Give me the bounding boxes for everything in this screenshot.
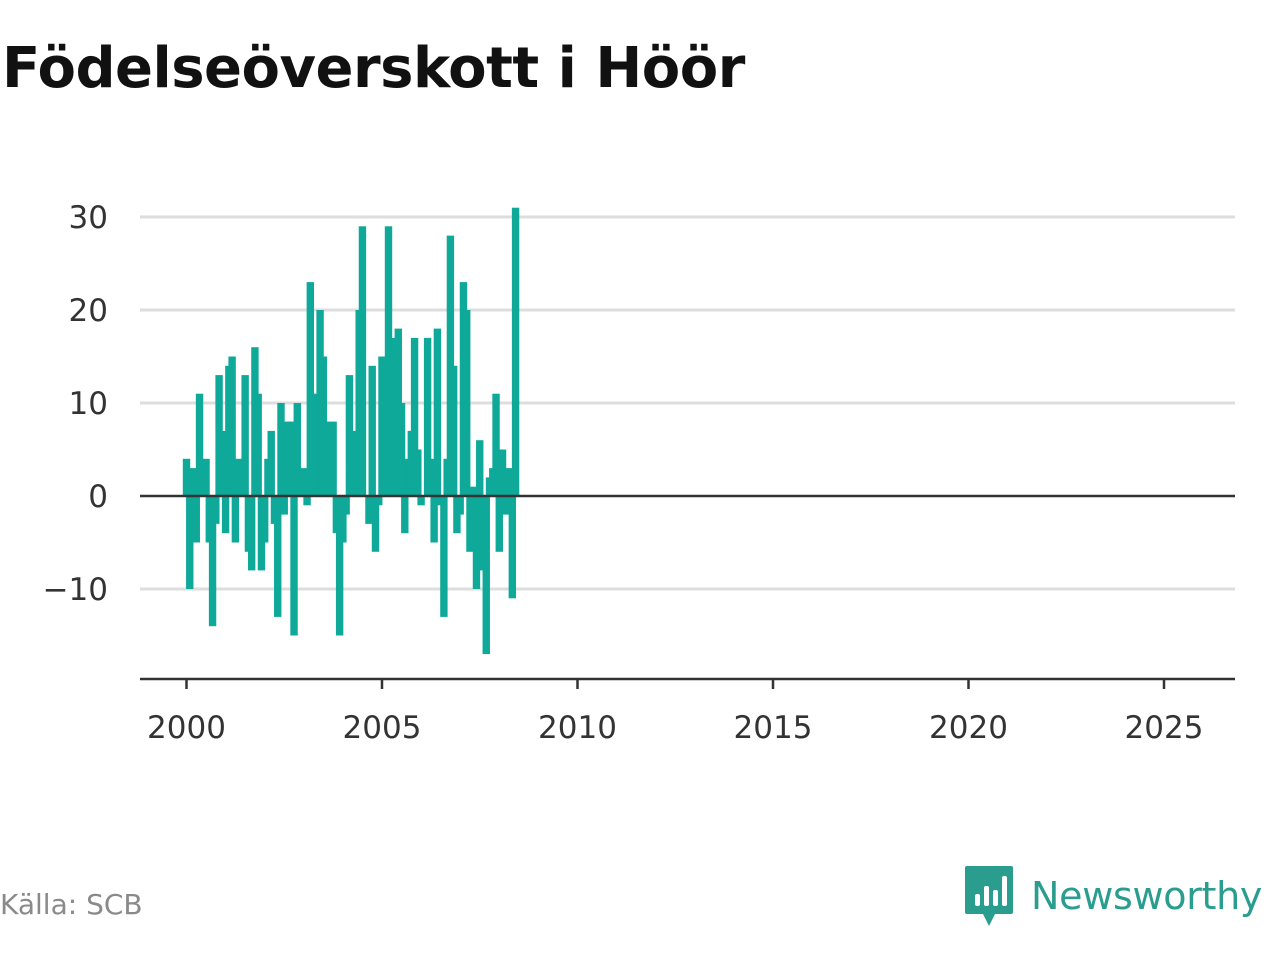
newsworthy-logo-icon	[965, 866, 1013, 926]
bar	[182, 458, 191, 496]
bar	[365, 496, 373, 524]
bar	[260, 496, 269, 543]
bar	[505, 468, 513, 496]
bar	[202, 458, 210, 496]
bar	[254, 393, 262, 496]
bar	[322, 421, 331, 496]
y-axis: 30 20 10 0 −10	[43, 200, 108, 608]
bar	[303, 496, 311, 506]
x-tick-label: 2010	[538, 710, 617, 746]
y-tick-label: 30	[69, 200, 108, 236]
bar	[186, 496, 194, 589]
bar	[463, 310, 471, 496]
bar	[306, 282, 315, 496]
bar	[192, 496, 200, 543]
bar	[482, 496, 490, 655]
bar	[274, 496, 282, 617]
x-tick-label: 2005	[343, 710, 422, 746]
bar	[221, 496, 230, 534]
bar	[234, 458, 243, 496]
bar	[466, 496, 474, 552]
bar	[208, 496, 217, 627]
bar	[375, 496, 383, 506]
bar	[329, 421, 337, 496]
bars	[182, 207, 520, 655]
y-tick-label: −10	[43, 572, 108, 608]
y-tick-label: 0	[88, 479, 108, 515]
bar	[267, 430, 275, 496]
brand-name: Newsworthy	[1031, 874, 1263, 918]
bar	[212, 496, 220, 524]
bar	[449, 365, 458, 496]
x-axis: 2000 2005 2010 2015 2020 2025	[140, 677, 1235, 746]
bar	[358, 226, 367, 497]
bar	[218, 430, 227, 496]
bar	[335, 496, 344, 636]
x-tick-label: 2025	[1125, 710, 1204, 746]
y-tick-label: 10	[69, 386, 108, 422]
bar	[300, 468, 308, 496]
x-tick-label: 2000	[147, 710, 226, 746]
bar	[368, 365, 376, 496]
bar	[511, 207, 520, 496]
bar	[287, 421, 295, 496]
x-tick-label: 2015	[734, 710, 813, 746]
bar	[427, 458, 435, 496]
bar	[345, 375, 354, 496]
bar	[495, 496, 503, 552]
brand-logo[interactable]: Newsworthy	[963, 864, 1262, 928]
bar	[502, 496, 510, 515]
bar	[508, 496, 517, 599]
bar	[231, 496, 240, 543]
bar	[423, 337, 432, 496]
bar	[384, 226, 393, 497]
bar	[498, 449, 507, 496]
bar	[280, 496, 288, 515]
bar	[371, 496, 380, 552]
bar	[247, 496, 256, 571]
bar	[414, 449, 422, 496]
chart-title: Födelseöverskott i Höör	[2, 36, 745, 101]
bar	[410, 337, 419, 496]
bar	[401, 496, 409, 534]
bar	[228, 356, 236, 496]
bar	[430, 496, 438, 543]
bar	[342, 496, 350, 515]
bar	[433, 328, 442, 496]
x-tick-label: 2020	[929, 710, 1008, 746]
bar	[397, 403, 406, 496]
bar	[492, 393, 500, 496]
bar	[476, 440, 484, 496]
grid-lines	[140, 215, 1235, 591]
bar	[293, 403, 301, 496]
bar	[277, 403, 285, 496]
bar	[378, 356, 386, 496]
bar	[189, 468, 197, 496]
bar	[241, 375, 249, 496]
bar	[339, 496, 347, 543]
bar	[456, 496, 464, 515]
bar	[290, 496, 298, 636]
bar	[440, 496, 448, 617]
bar	[469, 486, 477, 496]
bar	[417, 496, 425, 506]
y-tick-label: 20	[69, 293, 108, 329]
source-label: Källa: SCB	[0, 888, 143, 921]
bar	[472, 496, 481, 589]
bar	[195, 393, 204, 496]
